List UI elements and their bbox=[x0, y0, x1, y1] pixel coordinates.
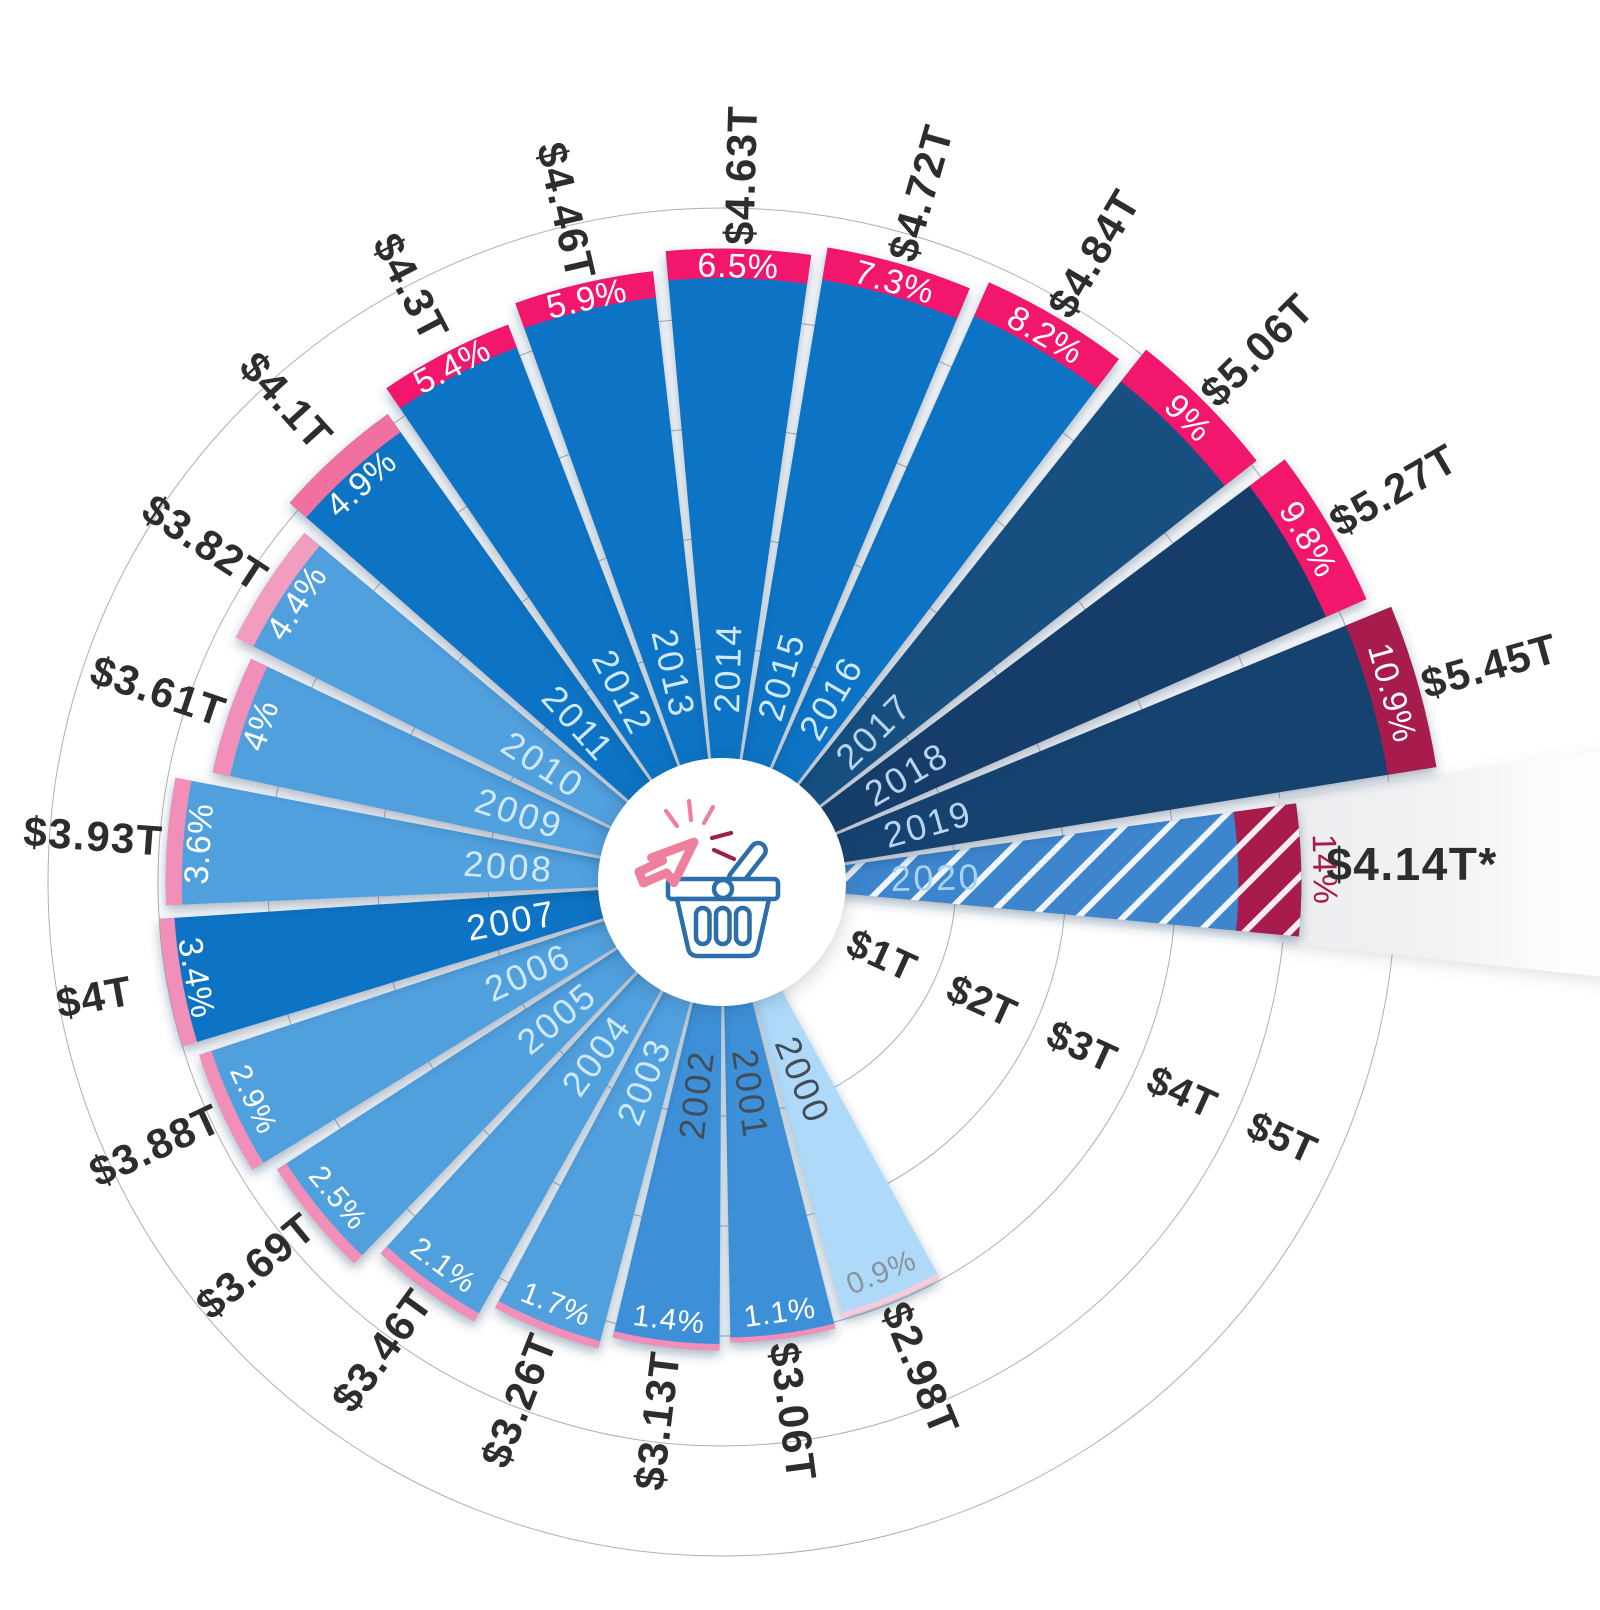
wedge-2018 bbox=[722, 459, 1367, 882]
growth-band-2016 bbox=[973, 282, 1119, 389]
wedge-group-2016 bbox=[722, 282, 1119, 882]
wedge-2014 bbox=[665, 248, 812, 882]
wedge-2016 bbox=[722, 282, 1119, 882]
growth-band-2005 bbox=[276, 1163, 363, 1264]
wedge-2011 bbox=[289, 414, 722, 882]
growth-band-2008 bbox=[165, 777, 192, 906]
wedge-group-2008 bbox=[165, 777, 722, 906]
growth-label-2008: 3.6% bbox=[177, 802, 221, 886]
growth-band-2019 bbox=[1345, 606, 1437, 775]
growth-label-2020: 14% bbox=[1305, 833, 1344, 905]
wedge-group-2007 bbox=[159, 882, 722, 1047]
wedge-2004 bbox=[380, 882, 722, 1322]
year-label-2014: 2014 bbox=[706, 623, 749, 714]
growth-band-2015 bbox=[822, 247, 970, 319]
growth-band-2017 bbox=[1120, 349, 1257, 486]
growth-band-2001 bbox=[730, 1323, 836, 1343]
wedge-group-2006 bbox=[199, 882, 722, 1170]
value-label-2020: $4.14T* bbox=[1326, 838, 1498, 890]
wedge-2017 bbox=[722, 349, 1257, 883]
wedge-group-2004 bbox=[380, 882, 722, 1322]
wedge-2005 bbox=[276, 882, 722, 1264]
wedge-2012 bbox=[386, 324, 722, 883]
growth-band-2003 bbox=[495, 1301, 601, 1349]
wedge-group-2005 bbox=[276, 882, 722, 1264]
growth-band-2011 bbox=[289, 414, 401, 518]
growth-band-2006 bbox=[199, 1050, 264, 1170]
wedge-group-2014 bbox=[665, 248, 812, 882]
year-label-2020: 2020 bbox=[890, 856, 981, 899]
wedge-group-2012 bbox=[386, 324, 722, 883]
wedge-2010 bbox=[235, 532, 723, 882]
growth-band-2000 bbox=[842, 1273, 940, 1318]
wedge-group-2011 bbox=[289, 414, 722, 882]
wedge-2006 bbox=[199, 882, 722, 1170]
wedge-2007 bbox=[159, 882, 722, 1047]
growth-band-2012 bbox=[386, 324, 517, 409]
wedge-group-2018 bbox=[722, 459, 1367, 882]
wedge-group-2015 bbox=[722, 247, 970, 883]
wedge-group-2010 bbox=[235, 532, 723, 882]
wedge-group-2020 bbox=[722, 803, 1302, 937]
growth-band-2013 bbox=[515, 271, 656, 329]
hatch-overlay-2020 bbox=[722, 803, 1302, 937]
growth-band-2004 bbox=[380, 1246, 479, 1322]
wedge-group-2017 bbox=[722, 349, 1257, 883]
value-label-2014: $4.63T bbox=[715, 104, 766, 245]
value-label-2008: $3.93T bbox=[22, 807, 165, 864]
year-label-2008: 2008 bbox=[462, 843, 555, 890]
wedge-2019 bbox=[722, 606, 1437, 882]
wedge-group-2019 bbox=[722, 606, 1437, 882]
growth-band-2009 bbox=[212, 658, 268, 777]
wedge-2009 bbox=[212, 658, 722, 882]
growth-band-2014 bbox=[665, 248, 812, 284]
wedge-group-2009 bbox=[212, 658, 722, 882]
wedge-group-2013 bbox=[515, 271, 722, 882]
shopping-basket-icon bbox=[665, 840, 781, 959]
wedge-2015 bbox=[722, 247, 970, 883]
wedge-2003 bbox=[495, 882, 722, 1349]
growth-band-2007 bbox=[159, 917, 198, 1047]
wedge-2013 bbox=[515, 271, 722, 882]
click-cursor-icon bbox=[634, 798, 737, 888]
growth-band-2010 bbox=[235, 532, 320, 647]
forecast-highlight-band bbox=[1275, 749, 1600, 977]
wedge-2008 bbox=[165, 777, 722, 906]
growth-label-2014: 6.5% bbox=[697, 246, 779, 286]
growth-band-2002 bbox=[612, 1331, 720, 1351]
growth-band-2018 bbox=[1249, 459, 1367, 617]
wedge-group-2003 bbox=[495, 882, 722, 1349]
